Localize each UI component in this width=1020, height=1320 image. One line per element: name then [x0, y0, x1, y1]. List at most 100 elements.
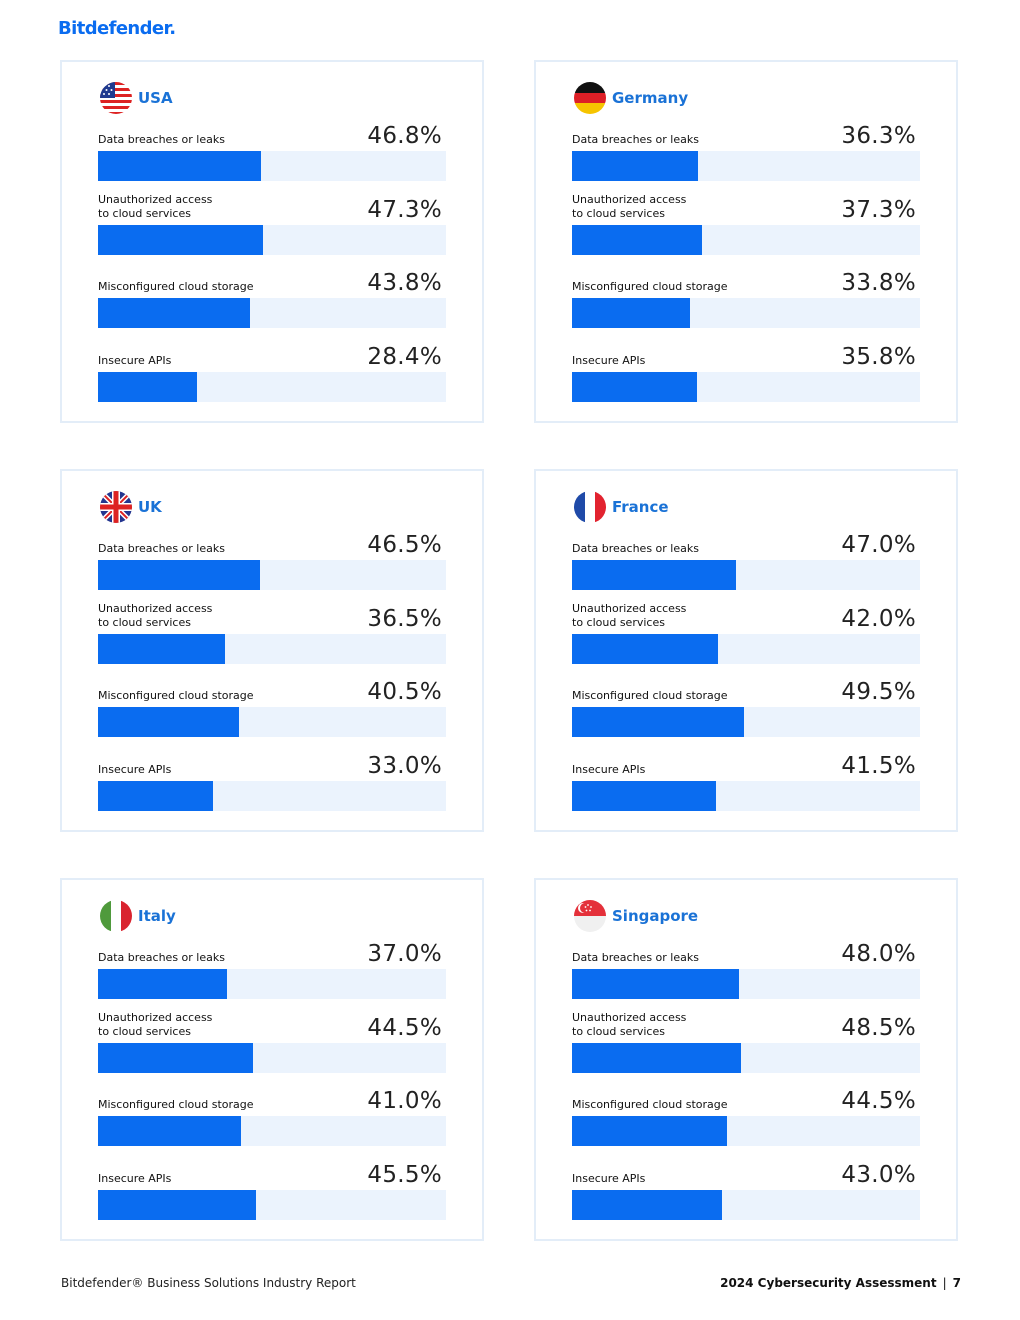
bar-track: [98, 1116, 446, 1146]
metric-value: 43.0%: [841, 1162, 916, 1188]
bar-track: [572, 634, 920, 664]
metric-label: Data breaches or leaks: [98, 951, 225, 964]
bar-fill: [98, 560, 260, 590]
metric-value: 44.5%: [367, 1015, 442, 1041]
metric-row: Insecure APIs 35.8%: [572, 344, 920, 402]
bar-track: [572, 1190, 920, 1220]
metric-label: Insecure APIs: [572, 1172, 646, 1185]
metric-row: Unauthorized access to cloud services 44.…: [98, 1011, 446, 1073]
country-header: Italy: [100, 900, 176, 932]
metric-label: Misconfigured cloud storage: [98, 280, 254, 293]
metric-row: Data breaches or leaks 48.0%: [572, 941, 920, 999]
france-flag-icon: [574, 491, 606, 523]
bar-fill: [98, 372, 197, 402]
country-card-uk: UK Data breaches or leaks 46.5% Unauthorize…: [60, 469, 484, 832]
metric-label: Misconfigured cloud storage: [98, 1098, 254, 1111]
metric-row: Data breaches or leaks 36.3%: [572, 123, 920, 181]
metric-row: Misconfigured cloud storage 33.8%: [572, 270, 920, 328]
metric-value: 47.0%: [841, 532, 916, 558]
metric-value: 44.5%: [841, 1088, 916, 1114]
country-card-germany: Germany Data breaches or leaks 36.3% Unauth…: [534, 60, 958, 423]
metric-value: 46.5%: [367, 532, 442, 558]
country-header: Singapore: [574, 900, 698, 932]
bar-track: [98, 560, 446, 590]
metric-value: 48.0%: [841, 941, 916, 967]
bar-fill: [572, 707, 745, 737]
country-title: Germany: [612, 89, 689, 107]
footer-page-info: 2024 Cybersecurity Assessment | 7: [720, 1276, 961, 1290]
singapore-flag-icon: [574, 900, 606, 932]
bar-fill: [98, 781, 213, 811]
metric-value: 42.0%: [841, 606, 916, 632]
bar-track: [98, 151, 446, 181]
country-card-italy: Italy Data breaches or leaks 37.0% Unauthor…: [60, 878, 484, 1241]
bar-track: [98, 298, 446, 328]
usa-flag-icon: [100, 82, 132, 114]
page-number: 7: [952, 1276, 961, 1290]
country-card-france: France Data breaches or leaks 47.0% Unautho…: [534, 469, 958, 832]
bar-track: [98, 969, 446, 999]
bar-track: [98, 781, 446, 811]
metric-value: 36.5%: [367, 606, 442, 632]
bar-fill: [572, 151, 699, 181]
metric-value: 41.5%: [841, 753, 916, 779]
bar-track: [572, 298, 920, 328]
bar-track: [98, 1190, 446, 1220]
bar-track: [98, 1043, 446, 1073]
bar-track: [572, 372, 920, 402]
metric-row: Data breaches or leaks 37.0%: [98, 941, 446, 999]
bar-track: [98, 372, 446, 402]
bar-fill: [572, 298, 690, 328]
bar-fill: [572, 560, 736, 590]
bar-track: [98, 225, 446, 255]
bar-fill: [98, 1190, 257, 1220]
metric-label: Unauthorized access to cloud services: [98, 602, 213, 629]
metric-label: Data breaches or leaks: [572, 542, 699, 555]
country-card-singapore: Singapore Data breaches or leaks 48.0% Unau…: [534, 878, 958, 1241]
bitdefender-logo: Bitdefender.: [58, 18, 176, 39]
footer-assessment-title: 2024 Cybersecurity Assessment: [720, 1276, 937, 1290]
metric-value: 33.8%: [841, 270, 916, 296]
country-title: Singapore: [612, 907, 699, 925]
metric-value: 40.5%: [367, 679, 442, 705]
metric-label: Data breaches or leaks: [572, 951, 699, 964]
metric-row: Misconfigured cloud storage 44.5%: [572, 1088, 920, 1146]
country-header: USA: [100, 82, 173, 114]
metric-row: Unauthorized access to cloud services 36.…: [98, 602, 446, 664]
country-header: France: [574, 491, 669, 523]
metric-value: 43.8%: [367, 270, 442, 296]
bar-fill: [98, 298, 251, 328]
bar-fill: [572, 372, 697, 402]
metric-label: Misconfigured cloud storage: [572, 1098, 728, 1111]
metric-value: 49.5%: [841, 679, 916, 705]
bar-fill: [98, 225, 263, 255]
metric-value: 41.0%: [367, 1088, 442, 1114]
metric-row: Insecure APIs 41.5%: [572, 753, 920, 811]
country-header: Germany: [574, 82, 688, 114]
metric-row: Misconfigured cloud storage 41.0%: [98, 1088, 446, 1146]
bar-fill: [572, 1190, 722, 1220]
metric-label: Unauthorized access to cloud services: [98, 1011, 213, 1038]
metric-label: Unauthorized access to cloud services: [572, 602, 687, 629]
metric-value: 45.5%: [367, 1162, 442, 1188]
bar-fill: [98, 1043, 253, 1073]
bar-track: [572, 969, 920, 999]
country-card-usa: USA Data breaches or leaks 46.8% Unauthoriz…: [60, 60, 484, 423]
bar-fill: [98, 634, 226, 664]
metric-row: Insecure APIs 45.5%: [98, 1162, 446, 1220]
bar-fill: [98, 151, 261, 181]
bar-track: [572, 781, 920, 811]
metric-row: Data breaches or leaks 46.5%: [98, 532, 446, 590]
metric-value: 48.5%: [841, 1015, 916, 1041]
bar-track: [98, 707, 446, 737]
bar-fill: [572, 781, 717, 811]
metric-row: Insecure APIs 43.0%: [572, 1162, 920, 1220]
country-header: UK: [100, 491, 162, 523]
uk-flag-icon: [100, 491, 132, 523]
metric-row: Unauthorized access to cloud services 42.…: [572, 602, 920, 664]
bar-track: [572, 707, 920, 737]
metric-label: Data breaches or leaks: [98, 133, 225, 146]
metric-label: Misconfigured cloud storage: [572, 280, 728, 293]
metric-label: Misconfigured cloud storage: [572, 689, 728, 702]
italy-flag-icon: [100, 900, 132, 932]
